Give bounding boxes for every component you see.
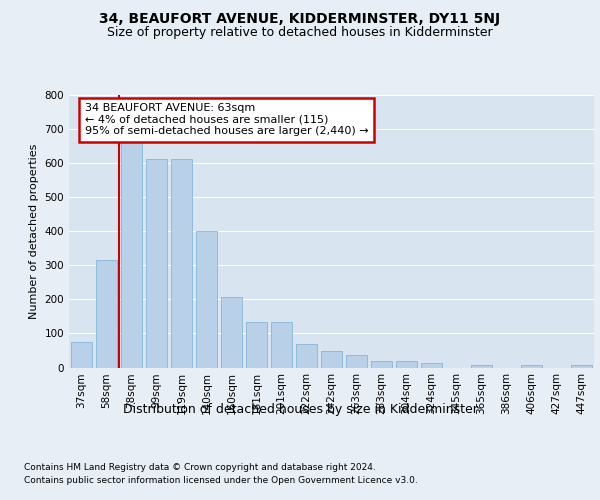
Bar (571, 365, 592, 368)
Bar (146, 159, 167, 368)
Y-axis label: Number of detached properties: Number of detached properties (29, 144, 39, 319)
Bar (171, 159, 192, 368)
Text: 34, BEAUFORT AVENUE, KIDDERMINSTER, DY11 5NJ: 34, BEAUFORT AVENUE, KIDDERMINSTER, DY11… (100, 12, 500, 26)
Bar (321, 352, 342, 368)
Text: Distribution of detached houses by size in Kidderminster: Distribution of detached houses by size … (122, 402, 478, 415)
Bar (96, 260, 117, 368)
Text: 34 BEAUFORT AVENUE: 63sqm
← 4% of detached houses are smaller (115)
95% of semi-: 34 BEAUFORT AVENUE: 63sqm ← 4% of detach… (85, 103, 368, 136)
Bar (421, 364, 442, 368)
Bar (121, 141, 142, 368)
Bar (221, 297, 242, 368)
Bar (71, 342, 92, 367)
Bar (271, 322, 292, 368)
Text: Contains HM Land Registry data © Crown copyright and database right 2024.: Contains HM Land Registry data © Crown c… (24, 462, 376, 471)
Bar (396, 360, 417, 368)
Bar (196, 231, 217, 368)
Bar (246, 322, 267, 368)
Bar (471, 365, 492, 368)
Bar (521, 365, 542, 368)
Bar (346, 355, 367, 368)
Bar (296, 344, 317, 367)
Text: Contains public sector information licensed under the Open Government Licence v3: Contains public sector information licen… (24, 476, 418, 485)
Text: Size of property relative to detached houses in Kidderminster: Size of property relative to detached ho… (107, 26, 493, 39)
Bar (371, 360, 392, 368)
